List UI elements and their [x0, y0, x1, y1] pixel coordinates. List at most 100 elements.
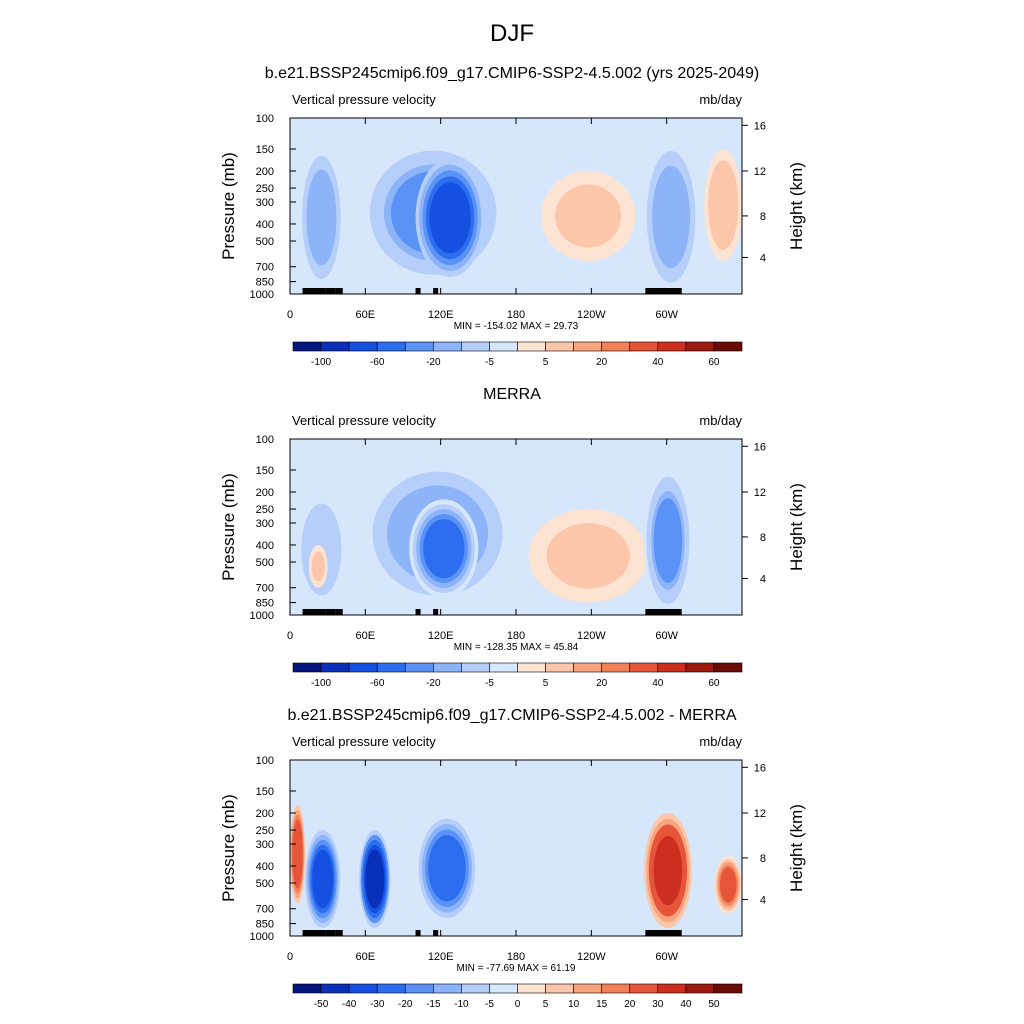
colorbar-label: -5	[485, 678, 494, 689]
variable-label: Vertical pressure velocity	[292, 92, 436, 107]
colorbar-swatch	[404, 662, 434, 673]
colorbar-label: 60	[708, 357, 720, 368]
colorbar-label: 40	[680, 999, 692, 1010]
y-tick-label: 400	[256, 219, 274, 231]
colorbar-label: 40	[652, 357, 664, 368]
colorbar-label: -10	[454, 999, 469, 1010]
terrain-mask	[433, 930, 439, 936]
colorbar-label: 50	[708, 999, 720, 1010]
colorbar-swatch	[376, 983, 406, 994]
colorbar-swatch	[517, 662, 546, 673]
x-tick-label: 120W	[577, 309, 606, 321]
units-label: mb/day	[699, 413, 742, 428]
colorbar-swatch	[461, 983, 490, 994]
colorbar-label: 10	[568, 999, 580, 1010]
terrain-mask	[325, 609, 336, 615]
chart-title: b.e21.BSSP245cmip6.f09_g17.CMIP6-SSP2-4.…	[287, 707, 736, 724]
terrain-mask	[335, 930, 343, 936]
y-tick-label: 250	[256, 504, 274, 516]
colorbar-swatch	[601, 341, 631, 352]
colorbar-swatch	[348, 983, 378, 994]
terrain-mask	[645, 609, 682, 615]
y2-tick-label: 16	[754, 441, 766, 453]
y2-tick-label: 12	[754, 808, 766, 820]
contour-field	[300, 143, 742, 294]
contour-region	[365, 849, 385, 909]
contour-region	[719, 867, 737, 903]
contour-region	[654, 172, 688, 261]
colorbar-swatch	[573, 662, 602, 673]
x-tick-label: 180	[507, 630, 525, 642]
colorbar-label: -5	[485, 999, 494, 1010]
y-tick-label: 850	[256, 598, 274, 610]
y-axis-label: Pressure (mb)	[219, 794, 238, 902]
colorbar-swatch	[657, 341, 687, 352]
x-tick-label: 60E	[356, 309, 376, 321]
colorbar-label: 60	[708, 678, 720, 689]
terrain-mask	[415, 288, 421, 294]
y2-axis-label: Height (km)	[787, 483, 806, 571]
x-tick-label: 120W	[577, 630, 606, 642]
y2-tick-label: 12	[754, 487, 766, 499]
min-max-stats: MIN = -77.69 MAX = 61.19	[457, 963, 576, 974]
terrain-mask	[433, 288, 439, 294]
terrain-mask	[325, 288, 336, 294]
x-tick-label: 120E	[428, 951, 454, 963]
x-tick-label: 0	[287, 951, 293, 963]
y-tick-label: 500	[256, 236, 274, 248]
colorbar-label: 5	[543, 678, 549, 689]
y-tick-label: 150	[256, 786, 274, 798]
y-tick-label: 200	[256, 808, 274, 820]
chart-panel-3: b.e21.BSSP245cmip6.f09_g17.CMIP6-SSP2-4.…	[219, 707, 806, 1010]
colorbar-swatch	[573, 341, 602, 352]
colorbar-swatch	[517, 341, 546, 352]
x-tick-label: 180	[507, 309, 525, 321]
y-tick-label: 1000	[250, 610, 274, 622]
colorbar-swatch	[629, 341, 659, 352]
colorbar-label: 0	[515, 999, 521, 1010]
colorbar-label: -40	[342, 999, 357, 1010]
colorbar-swatch	[713, 983, 743, 994]
contour-region	[312, 553, 324, 580]
x-tick-label: 120E	[428, 309, 454, 321]
x-tick-label: 0	[287, 309, 293, 321]
y2-tick-label: 8	[760, 853, 766, 865]
y-tick-label: 400	[256, 540, 274, 552]
colorbar-swatch	[433, 662, 462, 673]
y-tick-label: 700	[256, 262, 274, 274]
colorbar-swatch	[292, 341, 322, 352]
colorbar-label: -60	[370, 678, 385, 689]
y-tick-label: 250	[256, 825, 274, 837]
colorbar-swatch	[685, 983, 715, 994]
colorbar-swatch	[713, 341, 743, 352]
x-tick-label: 120W	[577, 951, 606, 963]
colorbar-label: 40	[652, 678, 664, 689]
terrain-mask	[302, 288, 326, 294]
colorbar-label: 20	[624, 999, 636, 1010]
y2-tick-label: 4	[760, 252, 766, 264]
contour-region	[653, 498, 683, 583]
y-tick-label: 100	[256, 434, 274, 446]
colorbar-swatch	[292, 983, 322, 994]
colorbar-swatch	[489, 983, 518, 994]
chart-panel-2: MERRA Vertical pressure velocity mb/day 100…	[219, 386, 806, 689]
colorbar-swatch	[404, 983, 434, 994]
y-tick-label: 850	[256, 919, 274, 931]
y2-tick-label: 8	[760, 211, 766, 223]
y-tick-label: 300	[256, 197, 274, 209]
x-tick-label: 60E	[356, 630, 376, 642]
y-tick-label: 250	[256, 183, 274, 195]
y-tick-label: 700	[256, 904, 274, 916]
x-tick-label: 180	[507, 951, 525, 963]
variable-label: Vertical pressure velocity	[292, 413, 436, 428]
terrain-mask	[302, 609, 326, 615]
colorbar-swatch	[629, 983, 659, 994]
terrain-mask	[325, 930, 336, 936]
y-tick-label: 100	[256, 755, 274, 767]
colorbar-swatch	[320, 983, 350, 994]
contour-region	[429, 182, 471, 254]
contour-region	[293, 824, 303, 884]
colorbar-label: -5	[485, 357, 494, 368]
chart-panel-1: b.e21.BSSP245cmip6.f09_g17.CMIP6-SSP2-4.…	[219, 65, 806, 368]
